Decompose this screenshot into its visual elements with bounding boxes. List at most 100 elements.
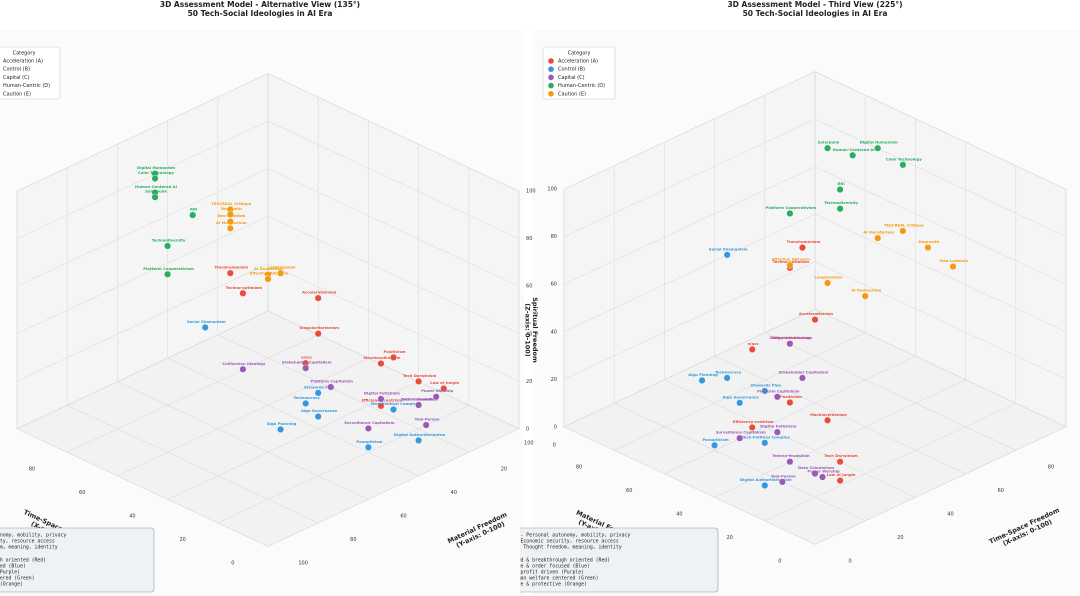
point-label: Tool-Person <box>771 473 796 478</box>
tick-label: 100 <box>526 189 536 195</box>
point-label: Platform Capitalism <box>311 379 353 384</box>
data-point <box>415 401 423 409</box>
grid-line <box>814 426 1067 545</box>
grid-line <box>117 381 369 500</box>
point-label: Accelerationism <box>799 311 833 316</box>
legend-marker <box>548 91 554 97</box>
data-point <box>786 209 794 217</box>
data-point <box>861 292 869 300</box>
point-label: Surveillance Capitalism <box>344 420 394 425</box>
data-point <box>226 269 234 277</box>
data-point <box>824 279 832 287</box>
point-label: Social Shamanism <box>187 319 226 324</box>
tick-label: 0 <box>553 443 556 449</box>
data-point <box>761 387 769 395</box>
data-point <box>364 424 372 432</box>
grid-line <box>16 428 269 547</box>
point-label: Singularitarianism <box>771 335 811 340</box>
grid-line <box>814 71 1067 190</box>
tick-label: 20 <box>526 379 532 385</box>
tick-label: 60 <box>626 488 632 494</box>
grid-line <box>563 261 816 380</box>
note-line: A: Acceleration - Speed & breakthrough o… <box>457 558 610 564</box>
point-label: Stakeholder Capitalism <box>779 369 829 374</box>
data-point <box>415 436 423 444</box>
data-point <box>390 406 398 414</box>
note-line: E: Caution - Risk-aware & protective (Or… <box>0 582 23 588</box>
data-point <box>201 323 209 331</box>
data-point <box>314 330 322 338</box>
point-label: Technocracy <box>293 395 320 400</box>
point-label: Machiavellianism <box>810 412 847 417</box>
legend-label: Acceleration (A) <box>558 59 598 65</box>
grid-line <box>614 402 866 522</box>
tick-label: 60 <box>551 282 557 288</box>
point-label: Transhumanism <box>214 265 248 270</box>
legend-label: Capital (C) <box>558 75 585 81</box>
note-line: X: Time-Space Freedom - Personal autonom… <box>457 533 630 539</box>
point-label: Panopticism <box>703 437 729 442</box>
data-point <box>811 316 819 324</box>
point-label: Techno-optimism <box>773 259 809 264</box>
point-label: Effective Altruism <box>772 257 810 262</box>
note: X: Time-Space Freedom - Personal autonom… <box>457 527 719 593</box>
point-label: Algo Planning <box>267 421 297 426</box>
point-label: TESCREAL Critique <box>884 222 924 227</box>
data-point <box>949 263 957 271</box>
tick-label: 100 <box>524 441 534 447</box>
point-label: AI Moratorium <box>863 230 894 235</box>
legend-label: Control (B) <box>558 67 585 73</box>
point-label: Technodiversity <box>824 200 858 205</box>
note-line: C: Capital - Market & profit driven (Pur… <box>457 570 584 576</box>
point-label: Digital Authoritarianism <box>740 477 792 482</box>
point-label: Surveillance Capitalism <box>716 430 766 435</box>
chart-subtitle: 50 Tech-Social Ideologies in AI Era <box>188 9 333 18</box>
data-point <box>899 161 907 169</box>
grid-line <box>167 381 419 500</box>
data-point <box>189 211 197 219</box>
grid-line <box>714 355 966 475</box>
data-point <box>364 443 372 451</box>
grid-line <box>67 404 319 524</box>
point-label: Stakeholder Capitalism <box>282 360 332 365</box>
data-point <box>164 270 172 278</box>
tick-label: 80 <box>29 466 35 472</box>
grid-line <box>16 215 269 335</box>
point-label: Data Colonialism <box>798 465 834 470</box>
tick-label: 100 <box>547 187 557 193</box>
grid-line <box>67 334 319 453</box>
tick-label: 60 <box>526 284 532 290</box>
note-line: Y: Material Freedom - Economic security,… <box>0 539 55 545</box>
grid-line <box>16 120 269 240</box>
data-point <box>277 269 285 277</box>
point-label: TESCREAL Critique <box>211 201 251 206</box>
data-point <box>377 402 385 410</box>
point-label: Panopticism <box>356 439 382 444</box>
grid-line <box>764 402 1016 522</box>
data-point <box>836 186 844 194</box>
point-label: Digital Humanism <box>137 165 175 170</box>
tick-label: 100 <box>298 560 308 566</box>
point-label: e/acc <box>748 341 759 346</box>
data-point <box>874 144 882 152</box>
data-point <box>836 458 844 466</box>
point-label: Accelerationism <box>302 290 336 295</box>
point-label: Power Worship <box>421 388 453 393</box>
legend-label: Human-Centric (D) <box>3 83 50 89</box>
point-label: Stewards Plan <box>750 382 781 387</box>
tick-label: 80 <box>1048 464 1054 470</box>
tick-label: 60 <box>400 513 406 519</box>
data-point <box>761 481 769 489</box>
point-label: Californian Ideology <box>769 335 813 340</box>
legend-marker <box>548 66 554 72</box>
tick-label: 60 <box>79 490 85 496</box>
grid-line <box>267 428 520 547</box>
grid-line <box>563 426 816 545</box>
data-point <box>239 289 247 297</box>
grid-line <box>267 310 520 430</box>
data-point <box>327 383 335 391</box>
grid-line <box>814 166 1067 285</box>
axis-label: Spiritual Freedom <box>531 297 539 363</box>
